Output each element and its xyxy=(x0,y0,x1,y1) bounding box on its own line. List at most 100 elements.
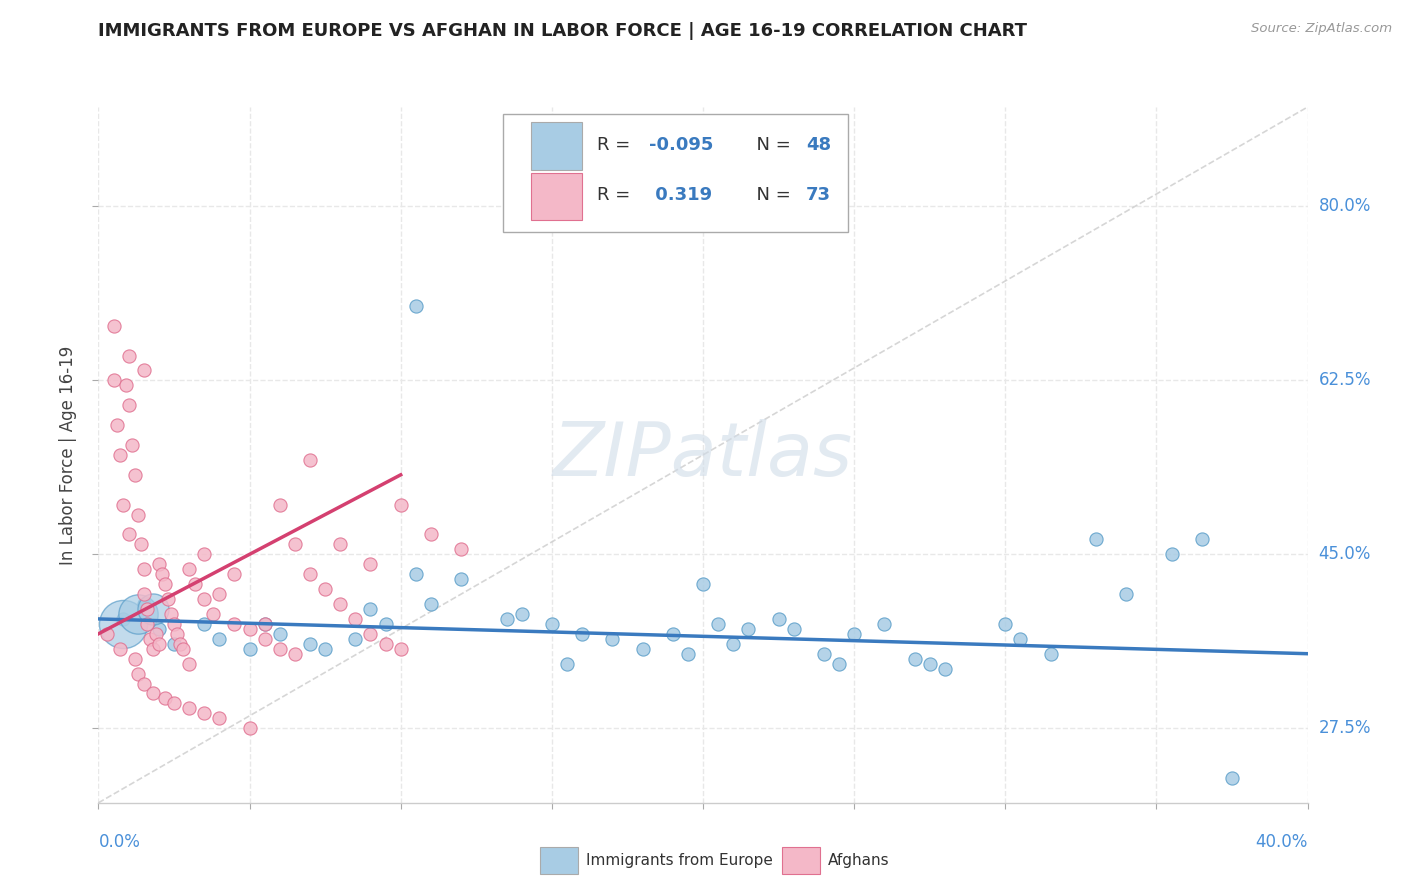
Point xyxy=(163,697,186,711)
Point xyxy=(135,616,157,631)
Point xyxy=(1191,533,1213,547)
Point xyxy=(329,537,352,551)
Text: 45.0%: 45.0% xyxy=(1319,545,1371,564)
Point xyxy=(360,558,382,572)
Point xyxy=(132,363,155,377)
Text: 62.5%: 62.5% xyxy=(1319,371,1371,390)
Text: Source: ZipAtlas.com: Source: ZipAtlas.com xyxy=(1251,22,1392,36)
Point xyxy=(105,418,128,433)
Point xyxy=(153,577,176,591)
Point xyxy=(737,622,759,636)
Point xyxy=(108,641,131,656)
Point xyxy=(163,637,186,651)
Point xyxy=(224,616,246,631)
Point xyxy=(661,627,683,641)
Text: 73: 73 xyxy=(806,186,831,204)
Point xyxy=(121,438,143,452)
Point xyxy=(127,607,149,621)
Point xyxy=(148,558,170,572)
Point xyxy=(360,602,382,616)
Point xyxy=(495,612,517,626)
Point xyxy=(540,616,562,631)
Point xyxy=(299,567,322,582)
Point xyxy=(193,592,215,607)
Point xyxy=(184,577,207,591)
Point xyxy=(314,641,336,656)
Point xyxy=(179,701,201,715)
Point xyxy=(284,537,307,551)
Point xyxy=(299,453,322,467)
Point xyxy=(193,616,215,631)
Point xyxy=(132,562,155,576)
Point xyxy=(224,567,246,582)
Point xyxy=(114,378,136,392)
Point xyxy=(202,607,225,621)
Point xyxy=(129,537,152,551)
Point xyxy=(269,641,291,656)
Text: 0.319: 0.319 xyxy=(648,186,711,204)
Point xyxy=(873,616,896,631)
Point xyxy=(344,632,367,646)
Point xyxy=(510,607,533,621)
Point xyxy=(389,498,412,512)
Text: ZIPatlas: ZIPatlas xyxy=(553,419,853,491)
FancyBboxPatch shape xyxy=(782,847,820,874)
Point xyxy=(692,577,714,591)
Text: R =: R = xyxy=(596,186,636,204)
Point xyxy=(299,637,322,651)
Point xyxy=(768,612,790,626)
Point xyxy=(127,508,149,522)
Text: 27.5%: 27.5% xyxy=(1319,719,1371,738)
Point xyxy=(389,641,412,656)
Point xyxy=(103,373,125,387)
Text: IMMIGRANTS FROM EUROPE VS AFGHAN IN LABOR FORCE | AGE 16-19 CORRELATION CHART: IMMIGRANTS FROM EUROPE VS AFGHAN IN LABO… xyxy=(98,22,1028,40)
Point xyxy=(153,691,176,706)
Point xyxy=(139,632,162,646)
Point xyxy=(193,706,215,721)
Point xyxy=(148,622,170,636)
Point xyxy=(239,641,262,656)
Text: Afghans: Afghans xyxy=(828,853,889,868)
Point xyxy=(374,637,396,651)
Point xyxy=(118,527,141,541)
Text: 0.0%: 0.0% xyxy=(98,833,141,851)
Point xyxy=(132,587,155,601)
Text: 80.0%: 80.0% xyxy=(1319,197,1371,216)
Point xyxy=(918,657,941,671)
Point xyxy=(193,547,215,561)
Point xyxy=(1039,647,1062,661)
Point xyxy=(142,602,165,616)
Text: Immigrants from Europe: Immigrants from Europe xyxy=(586,853,772,868)
Point xyxy=(148,637,170,651)
Text: N =: N = xyxy=(745,186,797,204)
Point xyxy=(374,616,396,631)
Point xyxy=(676,647,699,661)
Point xyxy=(707,616,730,631)
Point xyxy=(269,498,291,512)
Point xyxy=(631,641,654,656)
Point xyxy=(169,637,191,651)
Point xyxy=(782,622,804,636)
Point xyxy=(360,627,382,641)
Point xyxy=(420,597,443,611)
Point xyxy=(1115,587,1137,601)
Point xyxy=(111,616,134,631)
Text: -0.095: -0.095 xyxy=(648,136,713,154)
Point xyxy=(135,602,157,616)
Point xyxy=(96,627,118,641)
Point xyxy=(179,562,201,576)
Point xyxy=(142,641,165,656)
Point xyxy=(253,616,276,631)
Point xyxy=(450,572,472,586)
Point xyxy=(344,612,367,626)
Text: 48: 48 xyxy=(806,136,831,154)
Point xyxy=(828,657,851,671)
Text: R =: R = xyxy=(596,136,636,154)
Text: 40.0%: 40.0% xyxy=(1256,833,1308,851)
Point xyxy=(450,542,472,557)
Point xyxy=(314,582,336,596)
Point xyxy=(555,657,578,671)
Point xyxy=(163,616,186,631)
Point xyxy=(156,592,179,607)
Point xyxy=(166,627,188,641)
